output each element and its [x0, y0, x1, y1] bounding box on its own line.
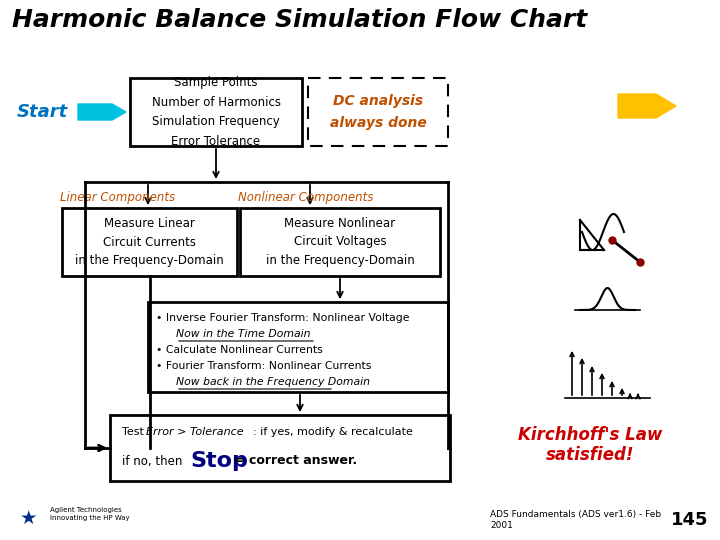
Text: • Calculate Nonlinear Currents: • Calculate Nonlinear Currents: [156, 345, 323, 355]
Text: DC analysis
always done: DC analysis always done: [330, 94, 426, 130]
Bar: [240, 208, 440, 276]
Text: = correct answer.: = correct answer.: [234, 455, 357, 468]
Text: • Fourier Transform: Nonlinear Currents: • Fourier Transform: Nonlinear Currents: [156, 361, 372, 371]
Bar: [130, 78, 302, 146]
Bar: [110, 415, 450, 481]
Text: Test: Test: [122, 427, 151, 437]
Text: Linear Components: Linear Components: [60, 191, 175, 204]
Bar: [148, 302, 448, 392]
Text: Now in the Time Domain: Now in the Time Domain: [176, 329, 310, 339]
Text: Agilent Technologies
Innovating the HP Way: Agilent Technologies Innovating the HP W…: [50, 507, 130, 521]
Text: Error > Tolerance: Error > Tolerance: [146, 427, 243, 437]
Text: ADS Fundamentals (ADS ver1.6) - Feb
2001: ADS Fundamentals (ADS ver1.6) - Feb 2001: [490, 510, 661, 530]
Text: Measure Linear
Circuit Currents
in the Frequency-Domain: Measure Linear Circuit Currents in the F…: [75, 217, 224, 267]
Text: • Inverse Fourier Transform: Nonlinear Voltage: • Inverse Fourier Transform: Nonlinear V…: [156, 313, 410, 323]
Bar: [62, 208, 237, 276]
Bar: [308, 78, 448, 146]
Text: satisfied!: satisfied!: [546, 446, 634, 464]
FancyArrow shape: [618, 94, 676, 118]
Text: Nonlinear Components: Nonlinear Components: [238, 191, 374, 204]
Text: Kirchhoff's Law: Kirchhoff's Law: [518, 426, 662, 444]
Text: Harmonic Balance Simulation Flow Chart: Harmonic Balance Simulation Flow Chart: [12, 8, 588, 32]
Text: : if yes, modify & recalculate: : if yes, modify & recalculate: [253, 427, 413, 437]
Text: Sample Points
Number of Harmonics
Simulation Frequency
Error Tolerance: Sample Points Number of Harmonics Simula…: [151, 76, 281, 148]
Text: 145: 145: [671, 511, 708, 529]
Text: Measure Nonlinear
Circuit Voltages
in the Frequency-Domain: Measure Nonlinear Circuit Voltages in th…: [266, 217, 415, 267]
Text: Stop: Stop: [190, 451, 248, 471]
Text: ★: ★: [19, 509, 37, 528]
Text: Start: Start: [17, 103, 68, 121]
Text: if no, then: if no, then: [122, 455, 186, 468]
FancyArrow shape: [78, 104, 126, 120]
Text: Now back in the Frequency Domain: Now back in the Frequency Domain: [176, 377, 370, 387]
